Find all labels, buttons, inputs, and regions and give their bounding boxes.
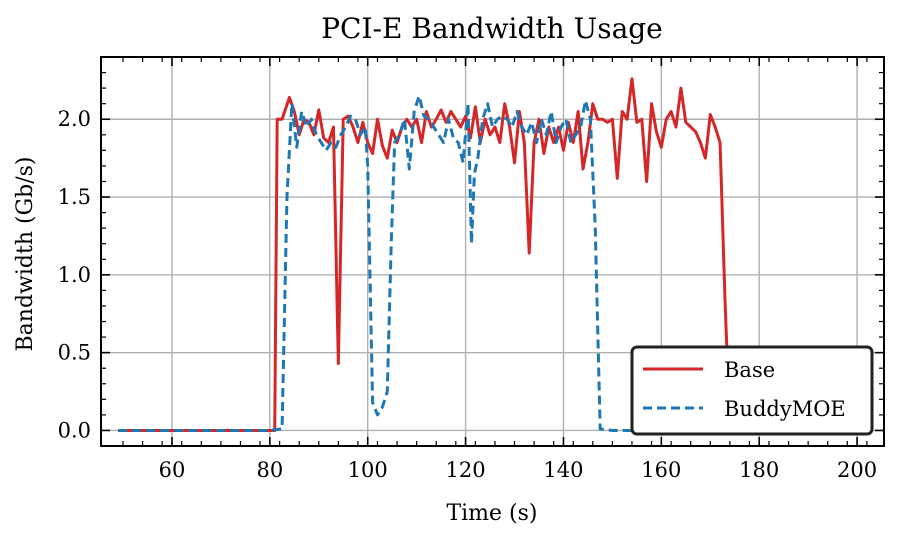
x-tick-label: 120 xyxy=(446,458,486,482)
y-tick-label: 1.0 xyxy=(58,263,91,287)
y-tick-label: 1.5 xyxy=(58,185,91,209)
x-tick-label: 140 xyxy=(543,458,583,482)
legend: Base BuddyMOE xyxy=(630,345,874,436)
plot-frame xyxy=(100,56,885,447)
legend-label-buddymoe: BuddyMOE xyxy=(724,397,846,421)
legend-label-base: Base xyxy=(724,358,775,382)
x-tick-label: 80 xyxy=(256,458,283,482)
x-tick-label: 160 xyxy=(641,458,681,482)
y-tick-label: 0.5 xyxy=(58,341,91,365)
y-axis-label: Bandwidth (Gb/s) xyxy=(13,156,38,351)
series-line-base xyxy=(118,77,853,432)
y-tick-label: 0.0 xyxy=(58,418,91,442)
x-tick-label: 180 xyxy=(739,458,779,482)
plot-series xyxy=(118,77,853,432)
chart-title: PCI-E Bandwidth Usage xyxy=(321,12,663,45)
x-tick-label: 60 xyxy=(159,458,186,482)
x-tick-label: 200 xyxy=(837,458,877,482)
axis-ticks: 60 80 100 120 140 160 180 200 0.0 0.5 1.0 1.5 2.0 xyxy=(58,57,884,482)
x-tick-label: 100 xyxy=(348,458,388,482)
y-tick-label: 2.0 xyxy=(58,107,91,131)
series-line-buddymoe xyxy=(118,94,853,432)
x-axis-label: Time (s) xyxy=(446,501,537,526)
